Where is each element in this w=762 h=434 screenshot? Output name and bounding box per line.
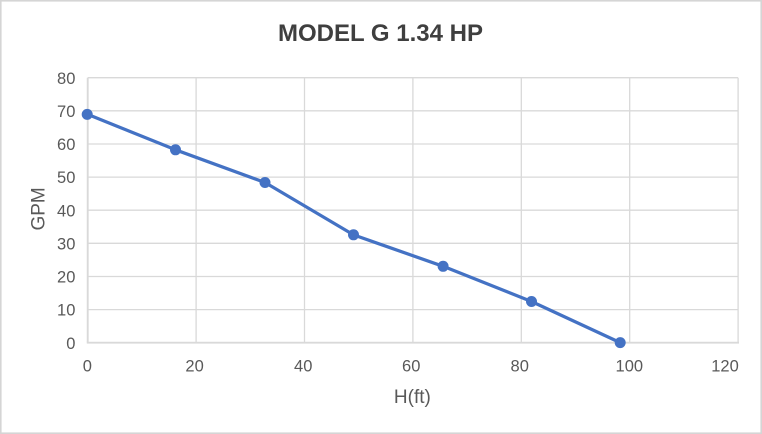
svg-text:70: 70 [57, 103, 75, 121]
svg-text:80: 80 [57, 70, 75, 88]
svg-text:0: 0 [66, 335, 75, 353]
svg-text:50: 50 [57, 169, 75, 187]
svg-text:100: 100 [616, 358, 644, 376]
svg-text:40: 40 [57, 202, 75, 220]
svg-text:MODEL G 1.34 HP: MODEL G 1.34 HP [278, 20, 483, 47]
svg-text:H(ft): H(ft) [394, 387, 431, 408]
svg-text:30: 30 [57, 235, 75, 253]
svg-text:120: 120 [711, 358, 739, 376]
svg-text:10: 10 [57, 302, 75, 320]
svg-text:40: 40 [294, 358, 312, 376]
svg-text:20: 20 [185, 358, 203, 376]
svg-text:60: 60 [57, 136, 75, 154]
svg-text:0: 0 [83, 358, 92, 376]
svg-text:GPM: GPM [28, 187, 49, 230]
svg-text:60: 60 [402, 358, 420, 376]
svg-text:80: 80 [511, 358, 529, 376]
svg-text:20: 20 [57, 269, 75, 287]
